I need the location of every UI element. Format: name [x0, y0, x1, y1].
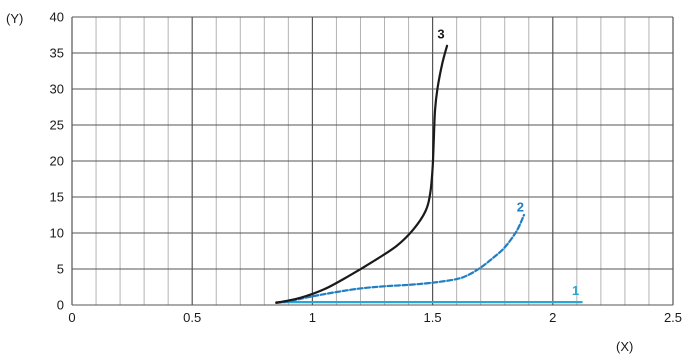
series-line-2: [275, 213, 526, 304]
y-tick-label: 0: [57, 298, 64, 313]
y-tick-label: 35: [50, 46, 64, 61]
y-axis-label: (Y): [6, 11, 23, 26]
y-tick-label: 5: [57, 262, 64, 277]
y-tick-label: 20: [50, 154, 64, 169]
y-tick-label: 15: [50, 190, 64, 205]
series-label-1: 1: [572, 283, 579, 298]
grid: [71, 16, 674, 306]
series-label-3: 3: [437, 27, 444, 42]
y-tick-label: 40: [50, 10, 64, 25]
x-tick-label: 1.5: [424, 310, 442, 325]
series-label-2: 2: [517, 199, 524, 214]
x-tick-label: 0.5: [183, 310, 201, 325]
series-line-3: [275, 44, 449, 304]
series-layer: 1 2 3: [275, 27, 583, 304]
tick-labels: 0 5 10 15 20 25 30 35 40 0 0.5 1 1.5 2 2.5: [50, 10, 683, 326]
y-tick-label: 25: [50, 118, 64, 133]
x-tick-label: 1: [309, 310, 316, 325]
x-tick-label: 0: [68, 310, 75, 325]
x-axis-label: (X): [616, 339, 633, 354]
y-tick-label: 30: [50, 82, 64, 97]
y-tick-label: 10: [50, 226, 64, 241]
x-tick-label: 2: [549, 310, 556, 325]
x-tick-label: 2.5: [664, 310, 682, 325]
